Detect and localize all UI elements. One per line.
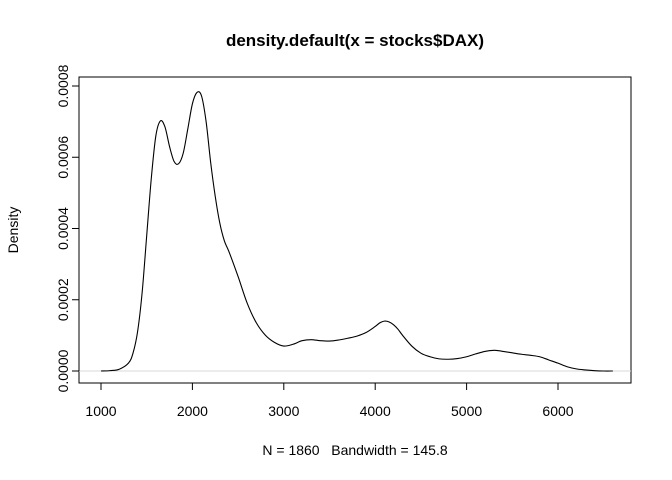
x-tick-label: 6000 xyxy=(542,403,573,419)
chart-title: density.default(x = stocks$DAX) xyxy=(226,31,484,50)
x-tick-label: 1000 xyxy=(85,403,116,419)
x-tick-label: 5000 xyxy=(451,403,482,419)
y-tick-label: 0.0000 xyxy=(55,349,71,392)
density-curve xyxy=(100,91,613,372)
x-axis-label: N = 1860 Bandwidth = 145.8 xyxy=(262,442,447,458)
y-tick-label: 0.0008 xyxy=(55,64,71,107)
y-axis-label: Density xyxy=(5,207,21,254)
x-tick-label: 2000 xyxy=(177,403,208,419)
x-tick-label: 4000 xyxy=(360,403,391,419)
y-axis: 0.0000 0.0002 0.0004 0.0006 0.0008 xyxy=(55,64,80,392)
x-tick-label: 3000 xyxy=(268,403,299,419)
x-axis: 1000 2000 3000 4000 5000 6000 xyxy=(85,382,574,419)
y-tick-label: 0.0004 xyxy=(55,207,71,250)
y-tick-label: 0.0006 xyxy=(55,136,71,179)
y-tick-label: 0.0002 xyxy=(55,278,71,321)
